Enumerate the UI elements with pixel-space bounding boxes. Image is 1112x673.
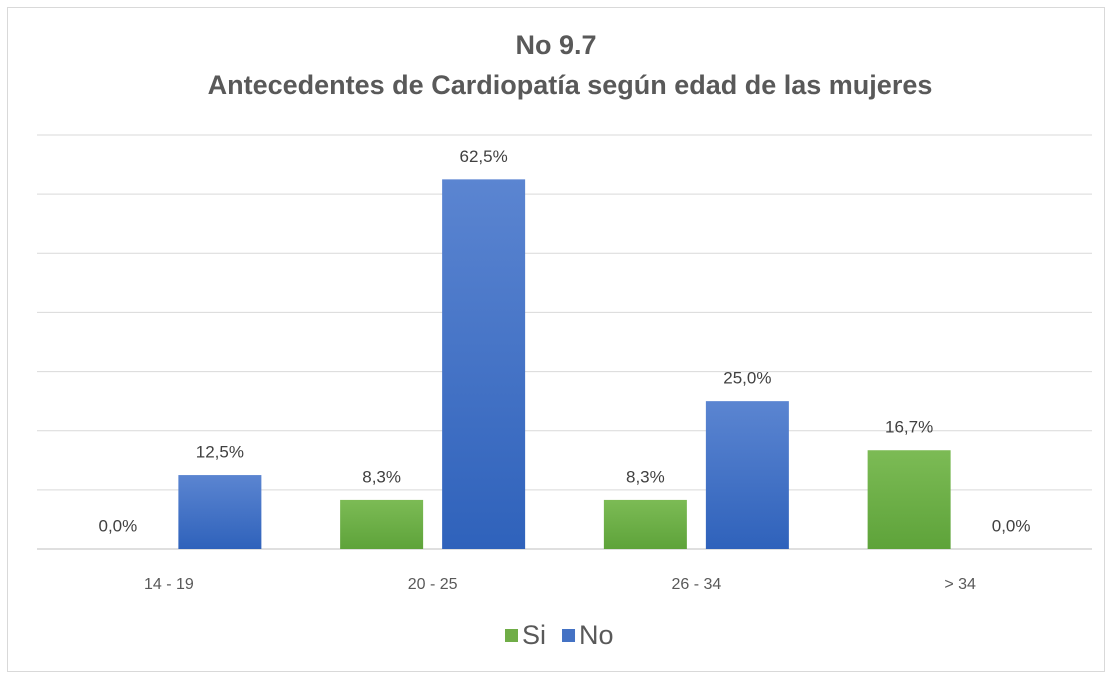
value-label: 8,3% — [362, 467, 401, 486]
legend-label: Si — [522, 620, 546, 650]
x-tick-label: 14 - 19 — [144, 576, 194, 593]
bar — [178, 475, 262, 549]
value-label: 16,7% — [885, 418, 933, 437]
x-tick-label: > 34 — [944, 576, 976, 593]
value-label: 0,0% — [99, 516, 138, 535]
bar — [705, 401, 789, 549]
chart-title: No 9.7 — [515, 30, 596, 60]
legend-swatch — [505, 629, 518, 642]
value-label: 0,0% — [992, 516, 1031, 535]
value-label: 25,0% — [723, 369, 771, 388]
value-label: 8,3% — [626, 467, 665, 486]
bar — [603, 499, 687, 549]
chart-subtitle: Antecedentes de Cardiopatía según edad d… — [208, 70, 933, 100]
bar — [442, 179, 526, 549]
x-tick-label: 20 - 25 — [408, 576, 458, 593]
value-label: 62,5% — [460, 147, 508, 166]
value-label: 12,5% — [196, 443, 244, 462]
legend-swatch — [562, 629, 576, 642]
bar — [867, 450, 951, 549]
chart-frame — [7, 7, 1105, 672]
legend-label: No — [579, 620, 614, 650]
bar — [340, 499, 424, 549]
x-tick-label: 26 - 34 — [671, 576, 721, 593]
